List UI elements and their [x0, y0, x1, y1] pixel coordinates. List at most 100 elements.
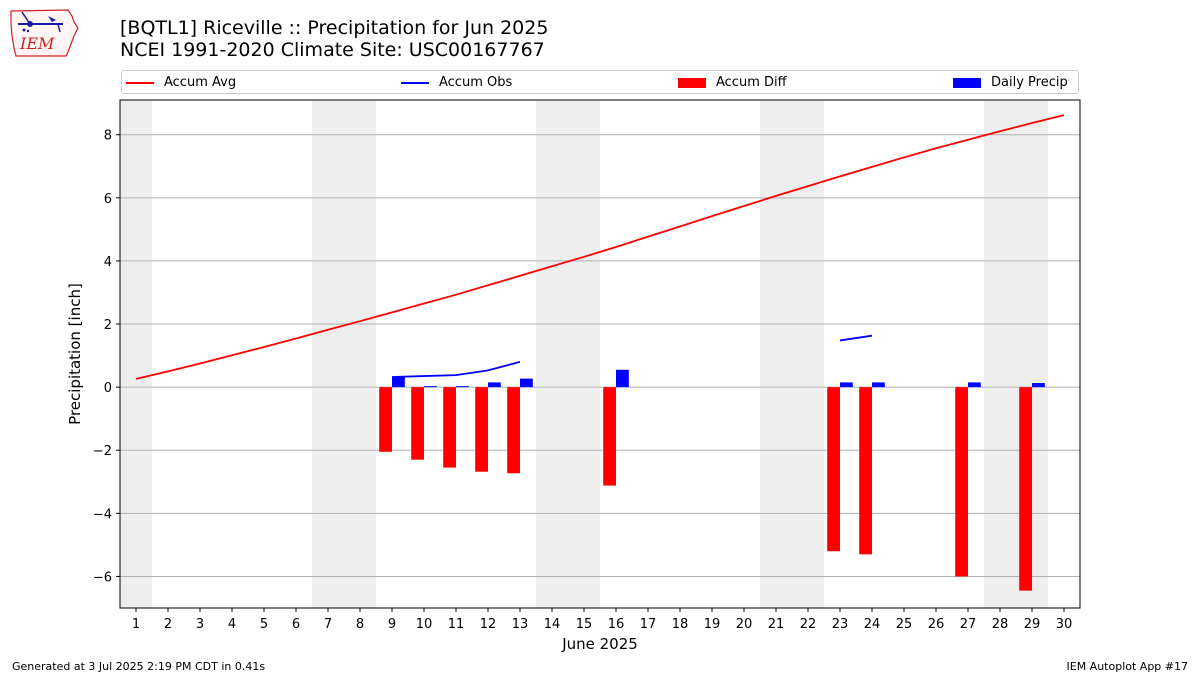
x-tick-label: 26 [928, 617, 945, 632]
x-tick-label: 27 [960, 617, 977, 632]
weekend-shade [984, 100, 1016, 608]
y-tick-label: 6 [104, 192, 112, 207]
legend-swatch-daily-precip [953, 77, 981, 88]
legend-item-accum-avg: Accum Avg [126, 75, 236, 91]
accum-diff-bar [1019, 387, 1032, 591]
accum-obs-line [839, 334, 873, 342]
daily-precip-bar [488, 382, 501, 388]
weather-station-icon [18, 11, 63, 33]
x-tick-label: 19 [704, 617, 721, 632]
accum-diff-bar [827, 387, 840, 552]
generated-timestamp: Generated at 3 Jul 2025 2:19 PM CDT in 0… [12, 660, 266, 673]
legend-label: Accum Avg [164, 75, 237, 90]
tick-labels: 1 2 3 4 5 6 7 8 9 10 11 12 13 14 15 16 17 18 19 20 21 22 23 24 2… [93, 129, 1072, 632]
daily-precip-bar [424, 386, 437, 388]
legend-swatch-accum-obs [401, 81, 429, 84]
weekend-shade [760, 100, 792, 608]
daily-precip-bar [968, 382, 981, 388]
chart-title-line2: NCEI 1991-2020 Climate Site: USC00167767 [120, 39, 545, 61]
legend-item-accum-diff: Accum Diff [678, 75, 787, 91]
accum-diff-bar [443, 387, 456, 468]
daily-precip-bar [392, 377, 405, 388]
x-tick-label: 21 [768, 617, 785, 632]
x-tick-label: 25 [896, 617, 913, 632]
x-tick-label: 28 [992, 617, 1009, 632]
x-tick-label: 22 [800, 617, 817, 632]
logo-text: IEM [19, 34, 55, 53]
daily-precip-bar [872, 382, 885, 388]
x-tick-label: 18 [672, 617, 689, 632]
x-tick-label: 12 [480, 617, 497, 632]
accum-obs-line [391, 361, 521, 378]
y-tick-label: 0 [104, 381, 112, 396]
x-tick-label: 30 [1056, 617, 1073, 632]
x-tick-label: 13 [512, 617, 529, 632]
y-tick-label: 4 [104, 255, 112, 270]
accum-diff-bar [955, 387, 968, 577]
x-axis-label: June 2025 [561, 635, 638, 653]
x-tick-label: 23 [832, 617, 849, 632]
weekend-shade [792, 100, 824, 608]
legend-swatch-accum-diff [678, 77, 706, 88]
weekend-shade [568, 100, 600, 608]
bars [379, 369, 1045, 591]
y-tick-label: −2 [93, 444, 112, 459]
x-tick-label: 11 [448, 617, 465, 632]
daily-precip-bar [840, 382, 853, 388]
accum-diff-bar [379, 387, 392, 452]
legend-label: Accum Diff [716, 75, 787, 90]
x-tick-label: 9 [388, 617, 396, 632]
daily-precip-bar [616, 369, 629, 388]
x-tick-label: 4 [228, 617, 236, 632]
accum-diff-bar [603, 387, 616, 486]
weekend-shade [536, 100, 568, 608]
x-tick-label: 1 [132, 617, 140, 632]
accum-diff-bar [507, 387, 520, 474]
legend-swatch-accum-avg [126, 81, 154, 84]
legend-item-accum-obs: Accum Obs [401, 75, 512, 91]
daily-precip-bar [1032, 383, 1045, 388]
legend-label: Daily Precip [991, 75, 1068, 90]
accum-avg-line [135, 114, 1065, 380]
iem-logo: IEM [10, 9, 79, 57]
x-tick-label: 6 [292, 617, 300, 632]
y-tick-label: 2 [104, 318, 112, 333]
x-tick-label: 29 [1024, 617, 1041, 632]
y-tick-label: 8 [104, 129, 112, 144]
x-tick-label: 7 [324, 617, 332, 632]
weekend-shade [312, 100, 344, 608]
series-lines [135, 114, 1065, 380]
chart-title-line1: [BQTL1] Riceville :: Precipitation for J… [120, 17, 549, 39]
chart-legend: Accum Avg Accum Obs Accum Diff Daily Pre… [121, 70, 1079, 94]
y-tick-label: −4 [93, 507, 112, 522]
x-tick-label: 20 [736, 617, 753, 632]
y-axis-label: Precipitation [inch] [66, 283, 84, 425]
legend-label: Accum Obs [439, 75, 513, 90]
x-tick-label: 10 [416, 617, 433, 632]
accum-diff-bar [475, 387, 488, 472]
app-credit: IEM Autoplot App #17 [1066, 660, 1189, 673]
axes [116, 99, 1081, 612]
x-tick-label: 15 [576, 617, 593, 632]
plot-frame [119, 99, 1081, 609]
weekend-shade [344, 100, 376, 608]
x-tick-label: 24 [864, 617, 881, 632]
accum-diff-bar [859, 387, 872, 555]
x-tick-label: 5 [260, 617, 268, 632]
x-tick-label: 16 [608, 617, 625, 632]
daily-precip-bar [456, 386, 469, 388]
weekend-shading [120, 100, 1048, 608]
chart-title: [BQTL1] Riceville :: Precipitation for J… [120, 17, 548, 61]
weekend-shade [120, 100, 152, 608]
x-tick-label: 8 [356, 617, 364, 632]
legend-item-daily-precip: Daily Precip [953, 75, 1068, 91]
x-tick-label: 17 [640, 617, 657, 632]
x-tick-label: 14 [544, 617, 561, 632]
x-tick-label: 3 [196, 617, 204, 632]
grid-lines [120, 134, 1080, 577]
x-tick-label: 2 [164, 617, 172, 632]
daily-precip-bar [520, 378, 533, 388]
accum-diff-bar [411, 387, 424, 460]
y-tick-label: −6 [93, 570, 112, 585]
